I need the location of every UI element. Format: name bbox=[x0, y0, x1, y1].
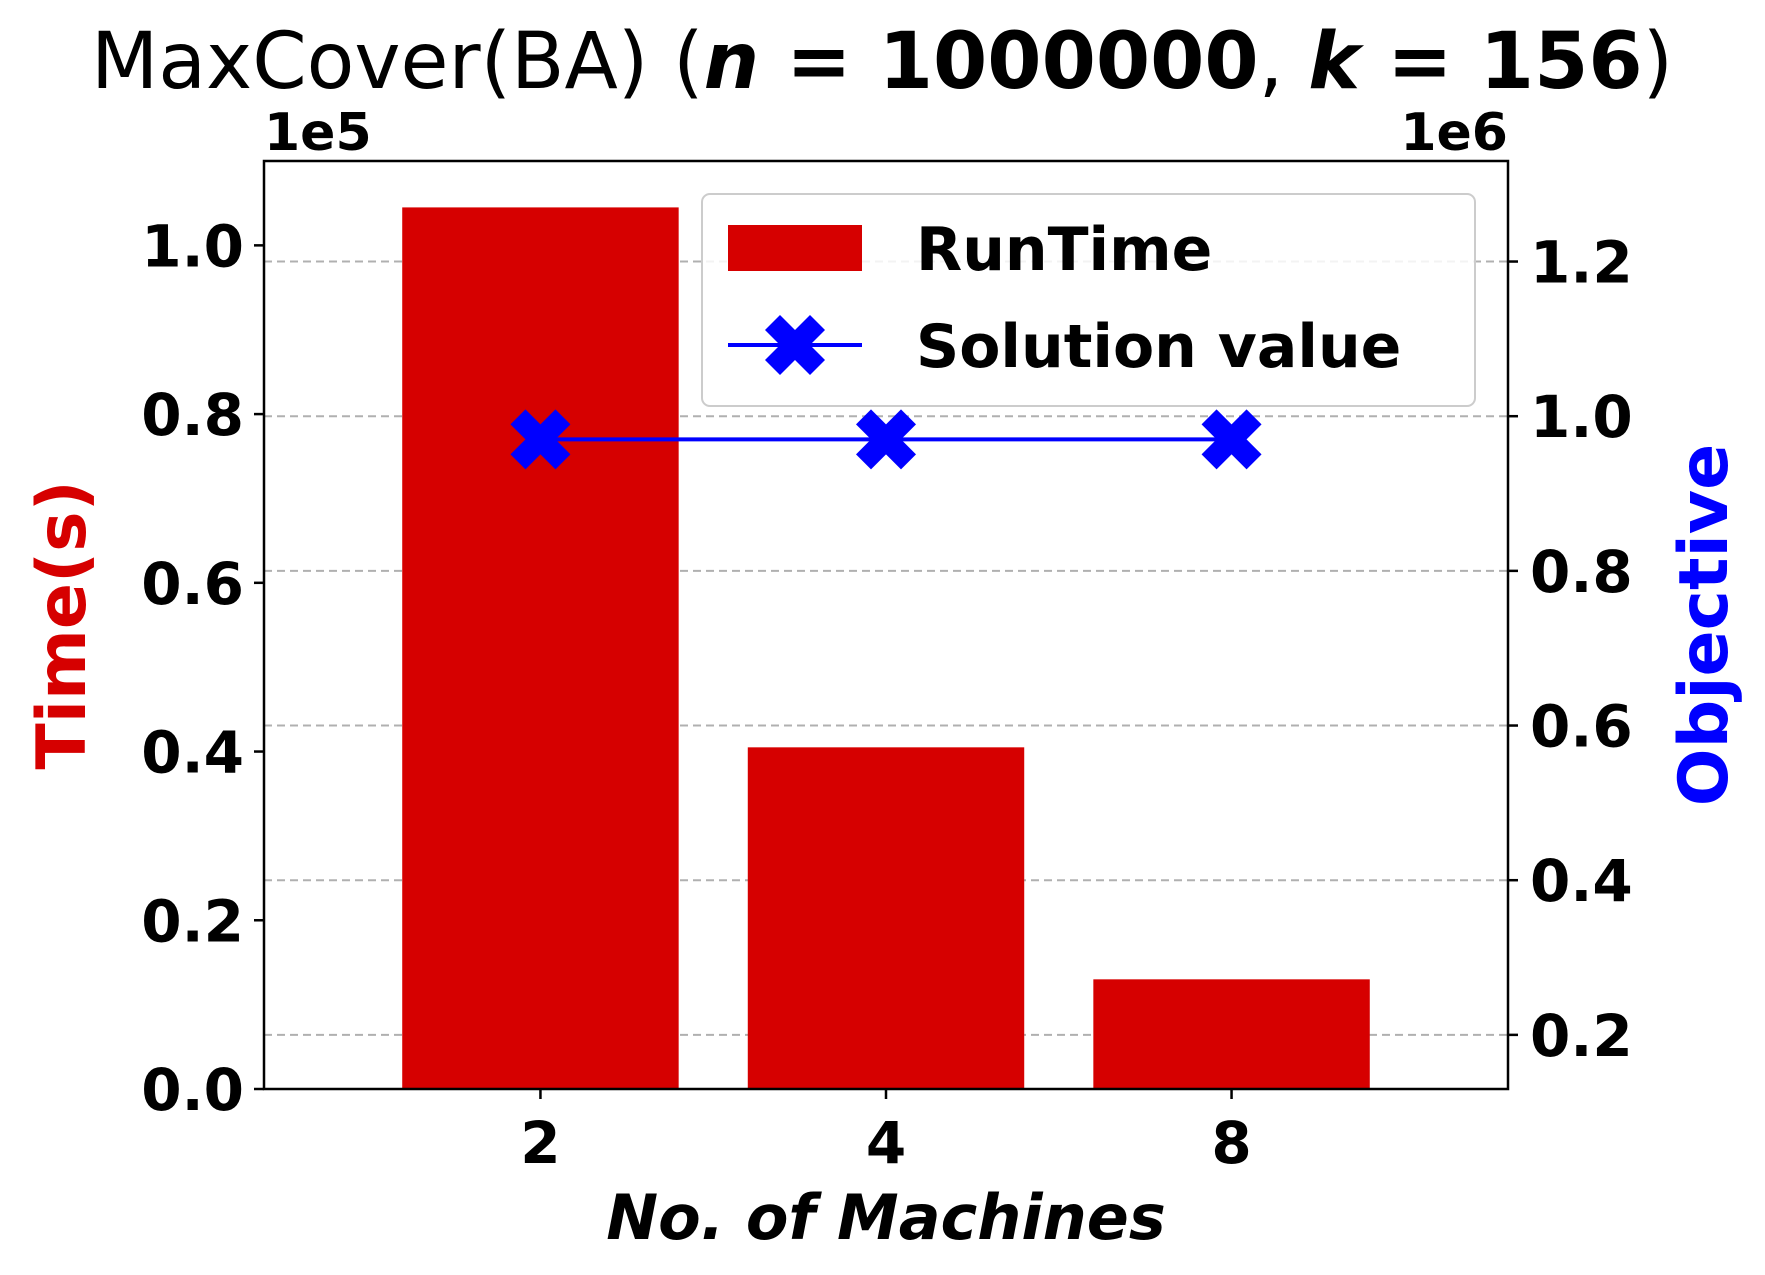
left-axis-multiplier: 1e5 bbox=[264, 103, 372, 163]
right-axis-multiplier: 1e6 bbox=[1400, 103, 1508, 163]
right-tick-label: 0.8 bbox=[1530, 538, 1633, 606]
left-tick-label: 0.4 bbox=[141, 719, 244, 787]
right-tick-label: 1.2 bbox=[1530, 229, 1633, 297]
left-axis-label: Time(s) bbox=[23, 480, 102, 769]
bars bbox=[402, 207, 1370, 1089]
legend-runtime-swatch bbox=[728, 225, 862, 271]
legend-solution-label: Solution value bbox=[916, 312, 1401, 382]
legend-box bbox=[701, 193, 1476, 407]
left-tick-label: 0.6 bbox=[141, 550, 244, 618]
left-tick-label: 0.8 bbox=[141, 381, 244, 449]
legend-solution-x-marker bbox=[765, 315, 825, 375]
solution-value-point-4 bbox=[856, 409, 916, 470]
x-tick-label: 2 bbox=[520, 1109, 560, 1177]
right-tick-label: 0.6 bbox=[1530, 693, 1633, 761]
right-tick-label: 1.0 bbox=[1530, 383, 1633, 451]
right-axis: 0.2 0.4 0.6 0.8 1.0 1.2 bbox=[1508, 229, 1633, 1070]
plot-frame bbox=[262, 159, 1510, 1091]
legend: RunTime Solution value bbox=[701, 193, 1476, 407]
x-axis: 2 4 8 bbox=[520, 1089, 1252, 1177]
legend-x-marker-icon bbox=[765, 315, 825, 375]
right-tick-label: 0.4 bbox=[1530, 847, 1633, 915]
solution-value-point-2 bbox=[510, 409, 571, 470]
chart-title: MaxCover(BA) (n = 1000000, k = 156) bbox=[91, 17, 1673, 107]
legend-runtime-label: RunTime bbox=[916, 215, 1212, 285]
left-tick-label: 1.0 bbox=[141, 212, 244, 280]
x-tick-label: 4 bbox=[866, 1109, 906, 1177]
left-tick-label: 0.2 bbox=[141, 887, 244, 955]
x-axis-label: No. of Machines bbox=[606, 1181, 1166, 1254]
bar-runtime-2 bbox=[402, 207, 679, 1089]
left-axis: 0.0 0.2 0.4 0.6 0.8 1.0 bbox=[141, 212, 264, 1124]
bar-runtime-8 bbox=[1093, 979, 1370, 1089]
right-axis-label: Objective bbox=[1665, 444, 1744, 806]
left-tick-label: 0.0 bbox=[141, 1056, 244, 1124]
solution-value-series bbox=[510, 409, 1262, 470]
right-tick-label: 0.2 bbox=[1530, 1002, 1633, 1070]
bar-runtime-4 bbox=[747, 747, 1025, 1089]
x-tick-label: 8 bbox=[1211, 1109, 1251, 1177]
solution-value-point-8 bbox=[1201, 409, 1262, 470]
